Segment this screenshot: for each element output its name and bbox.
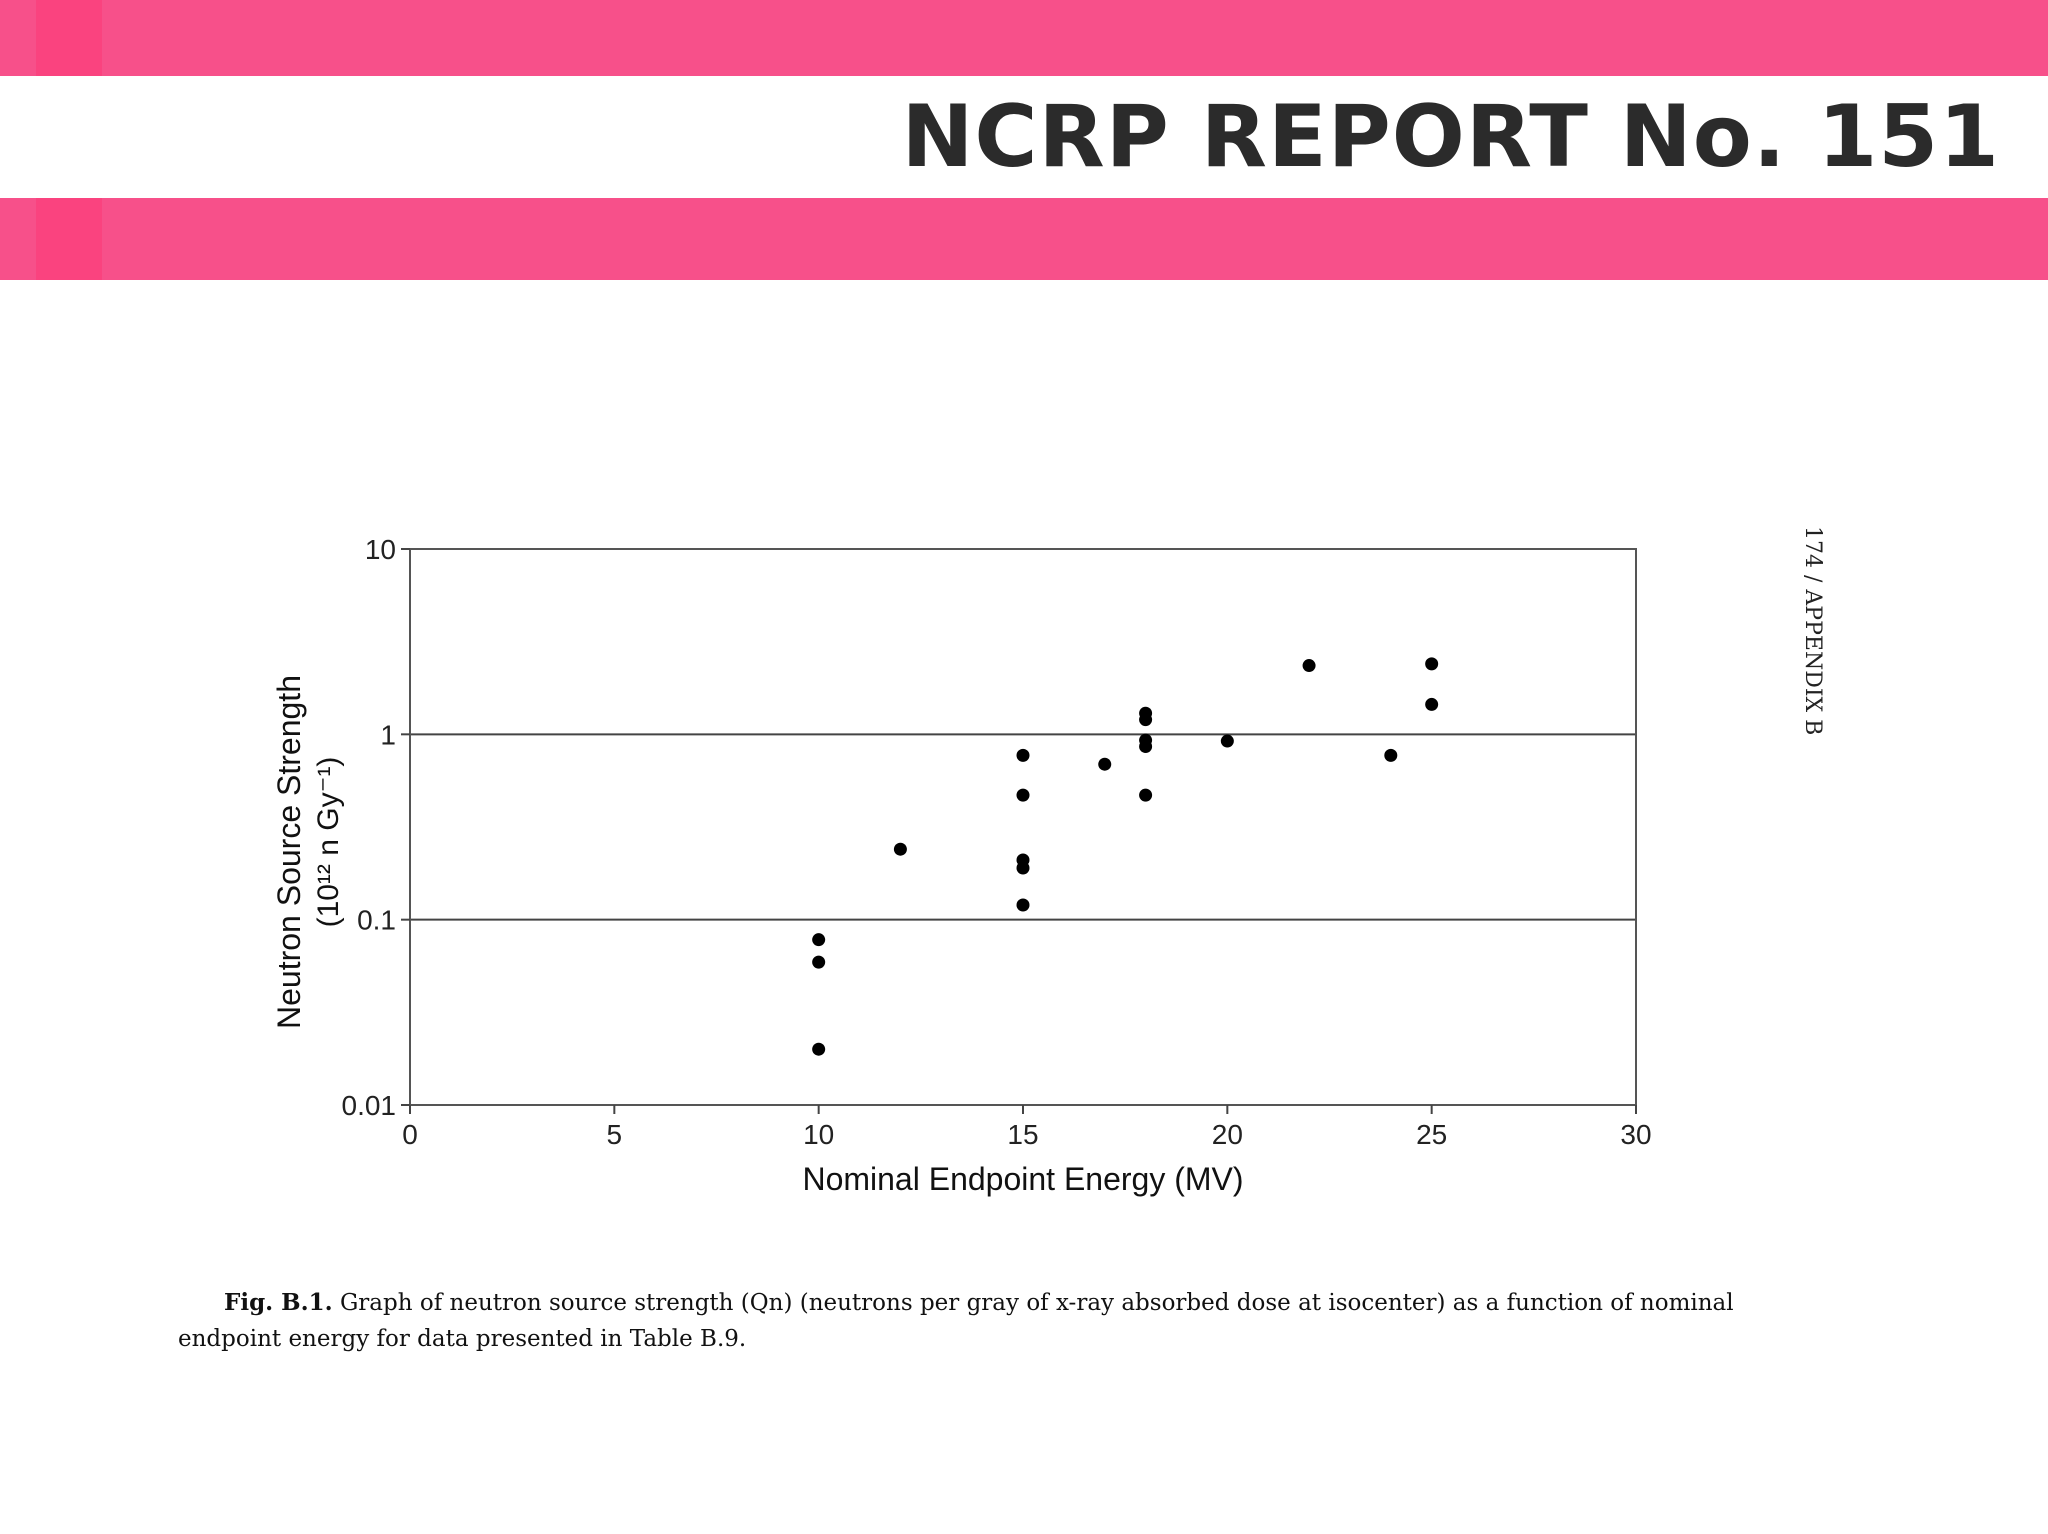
data-point	[1016, 861, 1030, 875]
data-point	[1098, 757, 1112, 771]
header-band-bottom	[0, 198, 2048, 280]
report-title: NCRP REPORT No. 151	[901, 87, 2000, 187]
data-point	[1425, 657, 1439, 671]
figure-caption: Fig. B.1. Graph of neutron source streng…	[178, 1285, 1778, 1357]
plot-area-frame	[409, 548, 1637, 1106]
y-tick-label: 10	[365, 534, 396, 565]
y-tick-label: 0.1	[357, 905, 396, 936]
band-mark	[36, 198, 102, 280]
data-point	[1302, 659, 1316, 673]
data-point	[1016, 748, 1030, 762]
grid-lines	[410, 733, 1636, 921]
data-point	[812, 933, 826, 947]
x-tick-label: 10	[803, 1119, 834, 1150]
x-tick-label: 30	[1620, 1119, 1651, 1150]
data-point	[1139, 739, 1153, 753]
x-axis-label: Nominal Endpoint Energy (MV)	[802, 1161, 1243, 1197]
data-point	[1384, 748, 1398, 762]
x-tick-label: 5	[607, 1119, 623, 1150]
data-point	[1016, 898, 1030, 912]
caption-text: Graph of neutron source strength (Qn) (n…	[178, 1290, 1734, 1352]
band-mark	[36, 0, 102, 76]
y-tick-label: 0.01	[342, 1090, 397, 1121]
x-tick-label: 0	[402, 1119, 418, 1150]
x-tick-label: 15	[1007, 1119, 1038, 1150]
x-tick-label: 20	[1212, 1119, 1243, 1150]
data-point	[812, 955, 826, 969]
x-tick-label: 25	[1416, 1119, 1447, 1150]
header-band-top	[0, 0, 2048, 76]
data-point	[812, 1042, 826, 1056]
data-point	[1425, 697, 1439, 711]
data-point	[1139, 788, 1153, 802]
data-point	[1220, 734, 1234, 748]
y-axis-label: Neutron Source Strength	[271, 675, 307, 1029]
data-points	[812, 657, 1439, 1056]
data-point	[1016, 788, 1030, 802]
data-point	[1139, 713, 1153, 727]
data-point	[893, 842, 907, 856]
caption-label: Fig. B.1.	[224, 1289, 333, 1316]
y-tick-label: 1	[380, 719, 396, 750]
y-axis-units: (10¹² n Gy⁻¹)	[312, 757, 345, 928]
page-label-text: 174 / APPENDIX B	[1800, 526, 1825, 736]
axis-ticks: 0.01 0.1 1 10 0 5 10 15 20 25 30	[342, 534, 1652, 1150]
